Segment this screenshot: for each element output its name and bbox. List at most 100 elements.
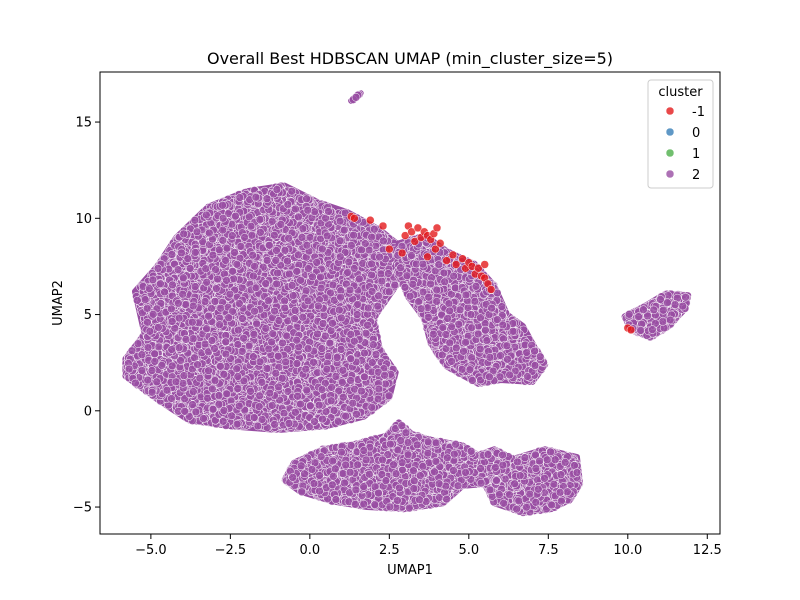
data-point xyxy=(174,343,184,352)
data-point xyxy=(188,317,197,327)
data-point xyxy=(313,329,322,339)
data-point xyxy=(271,256,281,265)
data-point xyxy=(199,414,208,423)
data-point xyxy=(180,407,189,416)
data-point xyxy=(213,274,222,284)
data-point xyxy=(316,272,325,282)
data-point xyxy=(228,231,237,240)
data-point xyxy=(292,267,301,276)
data-point xyxy=(361,328,371,338)
data-point xyxy=(244,341,254,351)
data-point xyxy=(218,225,227,235)
data-point xyxy=(278,338,287,348)
data-point xyxy=(188,400,197,409)
data-point xyxy=(208,384,217,394)
data-point xyxy=(376,269,386,279)
data-point xyxy=(143,375,153,385)
data-point xyxy=(210,297,220,306)
data-point xyxy=(255,391,264,401)
data-point xyxy=(205,228,214,238)
data-point xyxy=(221,337,231,347)
data-point xyxy=(160,287,169,297)
data-point xyxy=(325,338,335,348)
data-point xyxy=(373,394,383,404)
data-point xyxy=(177,248,186,258)
data-point xyxy=(291,204,300,214)
data-point xyxy=(216,303,225,313)
data-point xyxy=(318,244,327,254)
data-point xyxy=(190,215,200,225)
data-point xyxy=(296,276,305,285)
data-point xyxy=(237,347,247,356)
data-point xyxy=(251,283,261,293)
data-point xyxy=(272,246,281,255)
data-point xyxy=(246,221,256,231)
data-point xyxy=(133,339,143,348)
data-point xyxy=(352,409,361,419)
data-point xyxy=(304,264,313,273)
data-point xyxy=(290,314,299,323)
data-point xyxy=(140,295,150,304)
data-point xyxy=(202,278,211,287)
data-point xyxy=(344,257,354,267)
data-point xyxy=(215,320,224,329)
points-layer xyxy=(121,90,692,517)
data-point xyxy=(215,245,224,255)
data-point xyxy=(237,283,247,292)
data-point xyxy=(232,364,241,374)
data-point xyxy=(174,299,183,308)
data-point xyxy=(143,343,153,352)
data-point xyxy=(319,311,329,320)
data-point xyxy=(280,296,289,306)
data-point xyxy=(124,364,134,374)
data-point xyxy=(255,215,265,224)
data-point xyxy=(270,306,279,316)
data-point xyxy=(193,360,202,369)
data-point xyxy=(283,200,293,209)
data-point xyxy=(222,389,232,399)
data-point xyxy=(229,274,238,283)
data-point xyxy=(360,348,369,358)
data-point xyxy=(137,350,147,359)
data-point xyxy=(338,378,347,387)
data-point xyxy=(210,344,219,353)
data-point xyxy=(154,342,164,352)
data-point xyxy=(152,377,162,387)
data-point xyxy=(168,280,177,290)
data-point xyxy=(137,366,147,375)
data-point xyxy=(303,296,313,306)
data-point xyxy=(328,280,338,290)
data-point xyxy=(191,407,201,417)
data-point xyxy=(236,242,246,251)
data-point xyxy=(248,250,257,260)
data-point xyxy=(291,408,300,417)
data-point xyxy=(273,268,282,278)
data-point xyxy=(167,304,176,314)
data-point xyxy=(267,401,277,410)
data-point xyxy=(290,306,300,315)
data-point xyxy=(339,225,349,235)
data-point xyxy=(371,350,381,359)
data-point xyxy=(147,387,157,397)
data-point xyxy=(208,250,218,260)
data-point xyxy=(262,256,272,265)
data-point xyxy=(216,362,225,371)
data-point xyxy=(336,292,345,302)
data-point xyxy=(377,276,387,286)
data-point xyxy=(265,241,274,250)
data-point xyxy=(338,366,348,375)
data-point xyxy=(384,391,394,401)
data-point xyxy=(350,336,359,346)
data-point xyxy=(277,374,287,383)
data-point xyxy=(181,300,190,309)
data-point xyxy=(247,231,257,240)
data-point xyxy=(302,385,311,395)
data-point xyxy=(301,286,311,296)
data-point xyxy=(317,344,327,353)
data-point xyxy=(287,281,297,290)
data-point xyxy=(256,228,265,237)
data-point xyxy=(329,406,339,415)
data-point xyxy=(185,264,195,273)
data-point xyxy=(335,236,345,246)
